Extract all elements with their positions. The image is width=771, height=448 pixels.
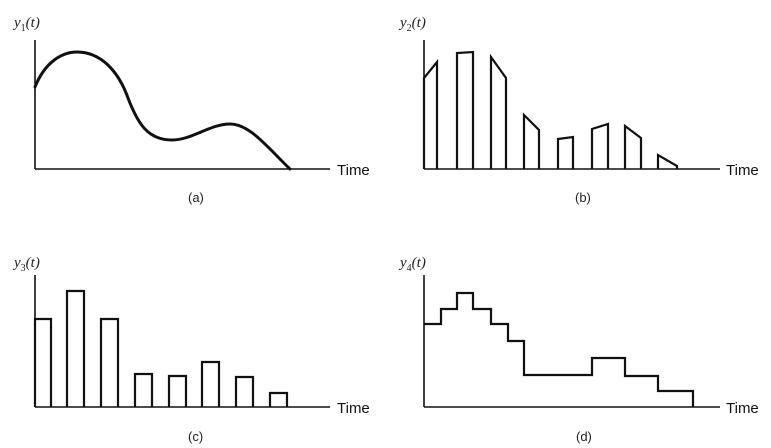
- panel-b-pulse: [556, 135, 575, 169]
- panel-d-y-label: y4(t): [398, 255, 426, 274]
- panel-b-x-label: Time: [726, 162, 759, 179]
- panel-b-gated-pulses: [422, 50, 679, 169]
- panel-d-x-label: Time: [726, 400, 759, 417]
- panel-d-caption: (d): [576, 429, 592, 444]
- panel-c-pulse: [200, 360, 221, 407]
- panel-c-flat-top-pulses: [33, 289, 289, 407]
- panel-d: y4(t) Time (d): [398, 255, 759, 444]
- panel-b-caption: (b): [575, 190, 591, 205]
- panel-a-x-label: Time: [337, 162, 370, 179]
- panel-c-pulse: [167, 374, 188, 407]
- panel-c-pulse: [234, 375, 255, 407]
- panel-b-pulse: [590, 122, 610, 169]
- panel-a-signal-curve: [33, 50, 292, 171]
- panel-a: y1(t) Time (a): [12, 15, 370, 205]
- panel-c-pulse: [65, 289, 86, 407]
- panel-b-pulse: [422, 58, 439, 169]
- panel-a-y-label: y1(t): [12, 15, 40, 34]
- panel-c: y3(t) Time (c): [12, 255, 370, 444]
- panel-b-y-label: y2(t): [398, 15, 426, 34]
- panel-b-pulse: [489, 53, 508, 169]
- panel-c-caption: (c): [188, 429, 203, 444]
- panel-c-pulse: [99, 317, 120, 407]
- panel-d-staircase-signal: [424, 291, 695, 407]
- panel-a-caption: (a): [188, 190, 204, 205]
- panel-b: y2(t) Time (b): [398, 15, 759, 205]
- panel-b-pulse: [455, 50, 475, 169]
- panel-c-pulse: [268, 391, 289, 407]
- panel-c-pulse: [133, 372, 154, 407]
- panel-b-pulse: [656, 153, 679, 169]
- panel-c-y-label: y3(t): [12, 255, 40, 274]
- panel-c-x-label: Time: [337, 400, 370, 417]
- panel-b-pulse: [522, 112, 541, 169]
- panel-c-pulse: [33, 317, 53, 407]
- panel-b-pulse: [623, 123, 643, 169]
